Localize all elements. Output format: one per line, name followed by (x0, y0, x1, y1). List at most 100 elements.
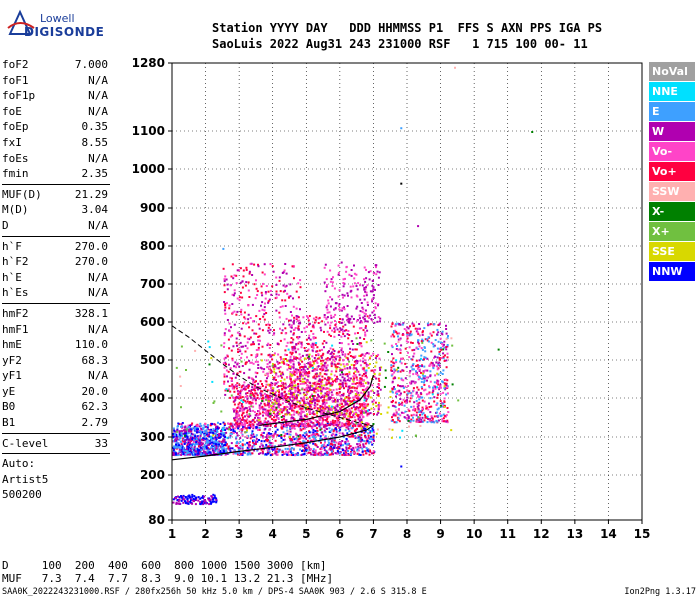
echo-point (260, 285, 263, 288)
echo-point (235, 387, 238, 390)
echo-point (248, 420, 251, 423)
echo-point (348, 447, 351, 449)
echo-point (275, 414, 278, 417)
echo-point (248, 338, 251, 341)
echo-point (352, 400, 355, 403)
echo-point (228, 445, 231, 448)
echo-point (288, 376, 291, 379)
echo-point (328, 376, 331, 379)
echo-point (359, 298, 362, 301)
echo-point (266, 398, 269, 401)
echo-point (300, 375, 302, 378)
echo-point (265, 443, 268, 446)
param-row: fmin 2.35 (2, 166, 110, 182)
echo-point (258, 417, 261, 419)
echo-point (208, 431, 211, 434)
echo-point (201, 452, 204, 455)
echo-point (229, 335, 232, 338)
echo-point (406, 393, 409, 396)
echo-point (345, 411, 348, 414)
echo-point (270, 433, 273, 435)
echo-point (326, 454, 329, 456)
echo-point (416, 402, 419, 405)
echo-point (187, 449, 190, 452)
echo-point (308, 446, 311, 449)
echo-point (229, 367, 232, 370)
echo-point (358, 327, 361, 330)
echo-point (257, 339, 260, 342)
echo-point (276, 403, 279, 406)
echo-point (177, 444, 180, 447)
echo-point (299, 375, 302, 377)
echo-point (291, 383, 294, 386)
echo-point (399, 360, 402, 363)
echo-point (405, 417, 408, 419)
echo-point (296, 377, 299, 380)
echo-point (417, 420, 420, 423)
echo-point (341, 440, 344, 442)
echo-point (431, 362, 434, 365)
echo-point (336, 405, 339, 408)
echo-point (193, 425, 196, 428)
echo-point (349, 397, 352, 399)
echo-point (426, 369, 429, 372)
echo-point (223, 450, 225, 453)
echo-point (265, 453, 268, 456)
echo-point (341, 453, 344, 456)
echo-point (363, 278, 365, 281)
echo-point (377, 304, 379, 307)
echo-point (347, 423, 350, 426)
echo-point (183, 450, 185, 453)
echo-point (200, 453, 203, 456)
echo-point (357, 436, 360, 439)
echo-point (368, 442, 371, 445)
echo-point (306, 408, 309, 410)
echo-point (259, 412, 262, 415)
echo-point (309, 384, 312, 387)
echo-point (217, 434, 219, 436)
echo-point (250, 401, 253, 404)
echo-point (348, 435, 351, 438)
echo-point (353, 386, 356, 389)
echo-point (294, 389, 297, 392)
echo-point (247, 425, 250, 428)
echo-point (311, 435, 314, 438)
echo-point (289, 378, 292, 381)
echo-point (336, 366, 339, 369)
echo-point (290, 337, 293, 339)
echo-point (191, 438, 194, 441)
echo-point (249, 361, 252, 364)
echo-point (299, 369, 301, 372)
echo-point (281, 388, 284, 391)
echo-point (397, 335, 399, 338)
echo-point (274, 450, 277, 453)
echo-point (236, 425, 238, 428)
echo-point (442, 352, 445, 355)
echo-point (275, 372, 278, 375)
echo-point (173, 432, 176, 435)
echo-point (202, 453, 205, 456)
echo-point (299, 279, 302, 282)
echo-point (283, 386, 286, 389)
echo-point (352, 382, 355, 385)
echo-point (324, 365, 327, 368)
echo-point (178, 449, 181, 451)
echo-point (297, 322, 300, 325)
echo-point (396, 416, 399, 419)
echo-point (327, 381, 330, 384)
echo-point (438, 323, 441, 326)
echo-point (295, 368, 298, 371)
echo-point (349, 435, 352, 438)
echo-point (292, 347, 294, 350)
echo-point (306, 425, 309, 428)
echo-point (298, 358, 301, 361)
echo-point (268, 451, 271, 454)
echo-point (291, 349, 294, 352)
echo-point (334, 363, 337, 366)
echo-point (326, 406, 329, 408)
echo-point (294, 356, 297, 359)
echo-point (424, 388, 427, 391)
echo-point (245, 411, 248, 414)
echo-point (413, 408, 416, 411)
echo-point (221, 444, 223, 447)
